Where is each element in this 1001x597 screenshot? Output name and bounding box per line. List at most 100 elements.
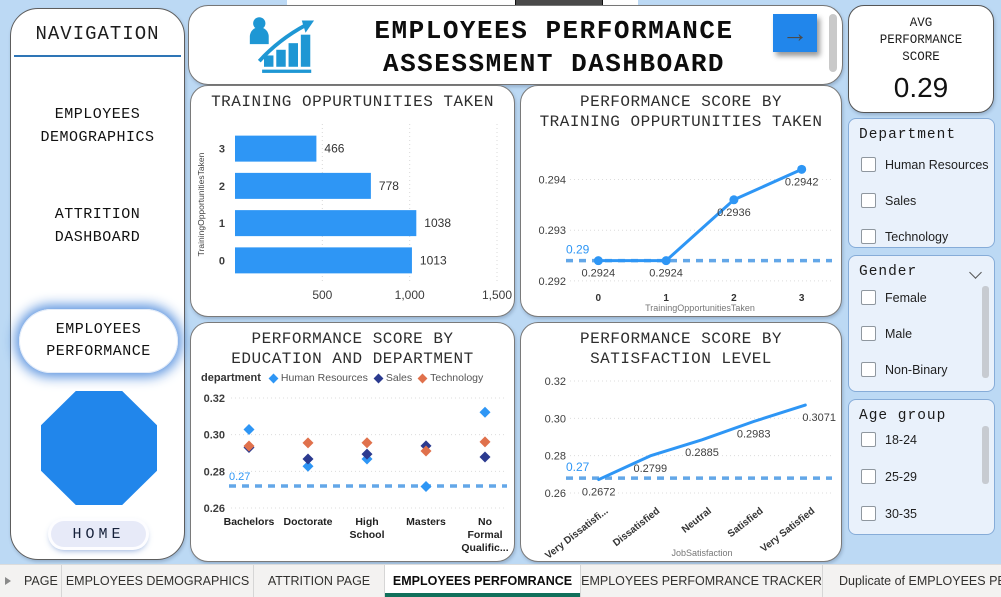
octagon-shape [41,391,157,505]
svg-text:0.26: 0.26 [545,488,566,500]
svg-text:3: 3 [799,293,805,304]
svg-text:1,500: 1,500 [482,288,512,302]
tab-duplicate-employees-performance[interactable]: Duplicate of EMPLOYEES PER [823,565,1001,597]
navigation-panel: NAVIGATION EMPLOYEES DEMOGRAPHICS ATTRIT… [10,8,185,560]
svg-text:2: 2 [219,181,225,193]
legend-item-human-resources[interactable]: Human Resources [268,372,368,384]
nav-item-employees-performance-active[interactable]: EMPLOYEES PERFORMANCE [19,309,178,373]
svg-text:TrainingOpportunitiesTaken: TrainingOpportunitiesTaken [196,152,206,256]
svg-text:1038: 1038 [424,216,451,230]
clipped-dark-box [515,0,603,6]
svg-text:School: School [349,529,384,541]
svg-text:1: 1 [219,218,225,230]
chevron-down-icon[interactable] [969,266,982,279]
next-page-arrow-button[interactable]: → [773,14,817,52]
svg-text:Dissatisfied: Dissatisfied [611,506,662,549]
filter-scrollbar[interactable] [982,426,989,484]
svg-text:Neutral: Neutral [680,506,714,536]
svg-text:Doctorate: Doctorate [283,516,332,528]
svg-text:0.3071: 0.3071 [802,412,836,424]
svg-text:0: 0 [596,293,602,304]
checkbox-25-29[interactable]: 25-29 [861,469,917,484]
checkbox-human-resources[interactable]: Human Resources [861,157,989,172]
kpi-label: AVG PERFORMANCE SCORE [879,16,963,64]
svg-text:Formal: Formal [467,529,502,541]
svg-text:0.28: 0.28 [545,451,566,463]
kpi-value: 0.29 [893,72,949,103]
checkbox-icon[interactable] [861,362,876,377]
svg-text:3: 3 [219,144,225,156]
scatter-legend: department Human Resources Sales Technol… [201,372,510,384]
checkbox-icon[interactable] [861,326,876,341]
chart-title: PERFORMANCE SCORE BY TRAINING OPPURTUNIT… [539,93,823,131]
age-group-filter-card: Age group 18-24 25-29 30-35 [848,399,995,535]
checkbox-icon[interactable] [861,506,876,521]
svg-text:1,000: 1,000 [395,288,425,302]
svg-text:778: 778 [379,179,399,193]
svg-text:1: 1 [663,293,669,304]
svg-text:0.293: 0.293 [538,225,566,237]
tab-page[interactable]: PAGE [16,565,62,597]
checkbox-icon[interactable] [861,290,876,305]
right-arrow-icon: → [782,17,808,48]
svg-text:0: 0 [219,255,225,267]
svg-text:0.26: 0.26 [204,503,225,515]
page-title: EMPLOYEES PERFORMANCE ASSESSMENT DASHBOA… [374,16,734,79]
checkbox-sales[interactable]: Sales [861,193,916,208]
score-by-satisfaction-line-chart-card: PERFORMANCE SCORE BY SATISFACTION LEVEL … [520,322,842,562]
svg-text:466: 466 [324,142,344,156]
checkbox-icon[interactable] [861,157,876,172]
checkbox-non-binary[interactable]: Non-Binary [861,362,948,377]
svg-text:0.27: 0.27 [566,460,590,474]
diamond-marker-icon [268,373,279,383]
nav-item-employees-demographics[interactable]: EMPLOYEES DEMOGRAPHICS [40,106,155,146]
svg-text:JobSatisfaction: JobSatisfaction [671,548,732,558]
navigation-divider [14,55,181,57]
home-button[interactable]: HOME [51,521,146,547]
navigation-title: NAVIGATION [35,23,160,45]
tab-attrition-page[interactable]: ATTRITION PAGE [254,565,385,597]
checkbox-female[interactable]: Female [861,290,927,305]
gender-filter-card: Gender Female Male Non-Binary [848,255,995,392]
svg-text:0.2924: 0.2924 [581,268,615,280]
legend-title: department [201,372,261,384]
svg-text:0.2799: 0.2799 [634,463,668,475]
diamond-marker-icon [417,373,428,383]
filter-title: Age group [859,408,947,424]
triangle-right-icon [5,577,11,585]
line-chart-plot[interactable]: 0.26 0.28 0.30 0.32 0.27 0.2672 0.2799 0.2885 0.… [522,369,842,561]
svg-text:0.2983: 0.2983 [737,429,771,441]
checkbox-icon[interactable] [861,193,876,208]
tab-scroll-left-arrow[interactable] [0,565,16,597]
scatter-chart-plot[interactable]: 0.26 0.28 0.30 0.32 0.27 Bachelors Doctorate Hi… [192,391,515,561]
checkbox-18-24[interactable]: 18-24 [861,432,917,447]
checkbox-icon[interactable] [861,229,876,244]
svg-text:0.30: 0.30 [545,413,566,425]
score-by-education-scatter-chart-card: PERFORMANCE SCORE BY EDUCATION AND DEPAR… [190,322,515,562]
checkbox-male[interactable]: Male [861,326,912,341]
checkbox-icon[interactable] [861,469,876,484]
header-scrollbar[interactable] [829,14,837,72]
tab-employees-perfomrance-active[interactable]: EMPLOYEES PERFOMRANCE [385,565,581,597]
legend-item-technology[interactable]: Technology [417,372,483,384]
chart-title: PERFORMANCE SCORE BY SATISFACTION LEVEL [579,330,783,368]
filter-title: Department [859,127,957,143]
checkbox-technology[interactable]: Technology [861,229,948,244]
legend-item-sales[interactable]: Sales [373,372,412,384]
nav-item-attrition-dashboard[interactable]: ATTRITION DASHBOARD [54,206,141,246]
checkbox-30-35[interactable]: 30-35 [861,506,917,521]
svg-text:0.30: 0.30 [204,430,225,442]
filter-scrollbar[interactable] [982,286,989,378]
line-chart-plot[interactable]: 0.292 0.293 0.294 0.29 0.2924 0.2924 0.2936 0.2… [522,132,842,316]
svg-text:0.28: 0.28 [204,466,225,478]
svg-text:High: High [355,516,378,528]
bar-chart-plot[interactable]: 500 1,000 1,500 3 466 2 778 1 1038 0 1013 TrainingO… [192,114,515,314]
tab-employees-demographics[interactable]: EMPLOYEES DEMOGRAPHICS [62,565,254,597]
checkbox-icon[interactable] [861,432,876,447]
svg-text:Bachelors: Bachelors [224,516,275,528]
department-filter-card: Department Human Resources Sales Technol… [848,118,995,248]
header-banner: EMPLOYEES PERFORMANCE ASSESSMENT DASHBOA… [188,5,843,85]
svg-text:TrainingOpportunitiesTaken: TrainingOpportunitiesTaken [645,303,755,313]
avg-performance-score-card: AVG PERFORMANCE SCORE 0.29 [848,5,994,113]
tab-employees-perfomrance-tracker[interactable]: EMPLOYEES PERFOMRANCE TRACKER [581,565,823,597]
